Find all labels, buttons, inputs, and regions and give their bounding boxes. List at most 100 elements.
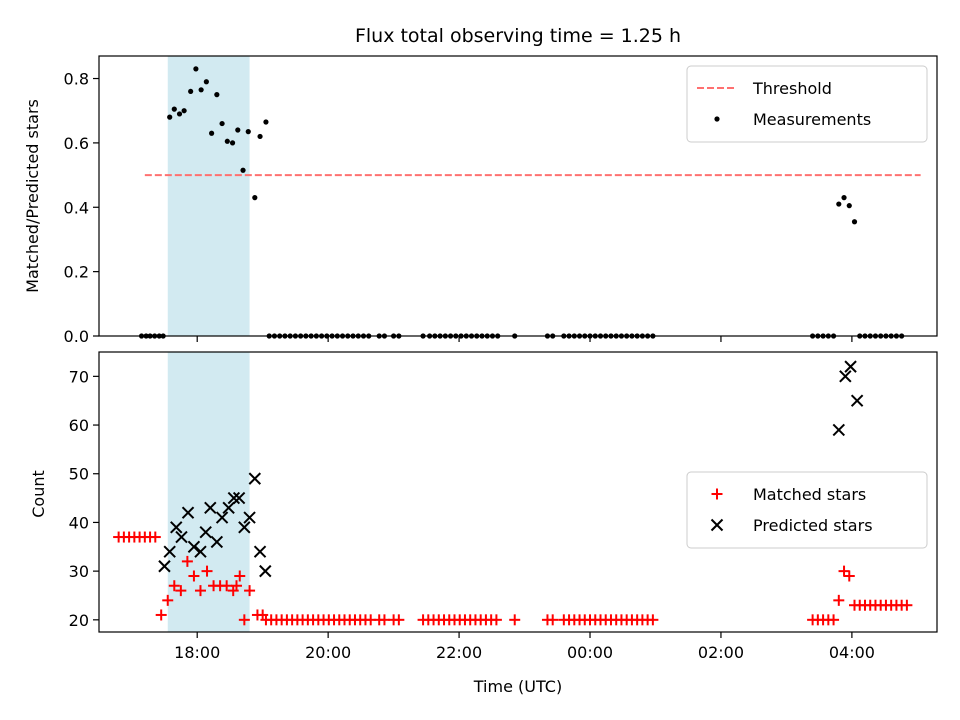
y-axis-label-bottom: Count xyxy=(29,470,48,518)
data-point xyxy=(851,219,858,225)
y-tick-label: 70 xyxy=(69,367,89,386)
x-tick-label: 18:00 xyxy=(174,643,220,662)
data-point xyxy=(253,545,267,558)
legend-label: Matched stars xyxy=(753,485,866,504)
data-point xyxy=(175,530,188,544)
data-point xyxy=(832,423,846,437)
data-point xyxy=(181,506,195,519)
data-point xyxy=(229,140,236,146)
y-axis-label-top: Matched/Predicted stars xyxy=(23,99,42,293)
data-point xyxy=(215,511,229,524)
top-axes-frame xyxy=(98,55,938,337)
data-point xyxy=(245,129,251,135)
data-point xyxy=(509,614,521,626)
bottom-series-2 xyxy=(158,360,864,578)
legend-label: Predicted stars xyxy=(753,516,873,535)
x-tick-label: 02:00 xyxy=(698,643,744,662)
data-point xyxy=(188,570,200,582)
y-tick-label: 50 xyxy=(69,465,89,484)
data-point xyxy=(238,521,251,534)
data-point xyxy=(243,511,256,524)
data-point xyxy=(194,545,207,558)
data-point xyxy=(238,614,250,626)
x-tick-label: 04:00 xyxy=(829,643,875,662)
data-point xyxy=(828,614,840,626)
legend-label: Measurements xyxy=(753,110,871,129)
data-point xyxy=(210,535,224,549)
data-point xyxy=(168,580,180,592)
data-point xyxy=(227,491,241,505)
y-tick-label: 60 xyxy=(69,416,89,435)
data-point xyxy=(194,585,206,597)
data-point xyxy=(235,127,241,133)
data-point xyxy=(844,360,857,373)
chart-title: Flux total observing time = 1.25 h xyxy=(355,25,681,47)
data-point xyxy=(209,130,215,136)
data-point xyxy=(170,521,183,534)
top-series-1 xyxy=(138,66,905,339)
data-point xyxy=(838,565,850,577)
data-point xyxy=(158,560,171,573)
data-point xyxy=(841,195,847,201)
y-tick-label: 20 xyxy=(69,611,89,630)
y-tick-label: 0.8 xyxy=(64,70,89,89)
data-point xyxy=(181,555,193,567)
data-point xyxy=(163,545,176,558)
data-point xyxy=(171,106,177,112)
data-point xyxy=(181,108,187,114)
data-point xyxy=(252,195,258,201)
data-point xyxy=(547,614,559,626)
legend-label: Threshold xyxy=(752,79,832,98)
top-legend: Threshold Measurements xyxy=(686,65,928,143)
data-point xyxy=(193,66,199,72)
data-point xyxy=(393,614,405,626)
data-point xyxy=(230,580,242,592)
data-point xyxy=(259,564,272,578)
data-point xyxy=(901,599,913,611)
data-point xyxy=(234,570,246,582)
data-point xyxy=(839,370,852,383)
legend-swatch xyxy=(711,488,723,500)
data-point xyxy=(224,138,230,144)
x-tick-label: 00:00 xyxy=(567,643,613,662)
data-point xyxy=(490,614,502,626)
bottom-panel: 20 30 40 50 60 70 18:00 20:00 22:00 00:00 02:00 04:… xyxy=(69,351,938,662)
data-point xyxy=(187,540,201,553)
data-point xyxy=(214,92,220,98)
data-point xyxy=(850,394,864,407)
data-point xyxy=(149,531,161,543)
data-point xyxy=(257,133,263,140)
y-tick-label: 40 xyxy=(69,513,89,532)
legend-swatch xyxy=(714,116,720,122)
data-point xyxy=(219,120,225,127)
data-point xyxy=(155,609,167,621)
data-point xyxy=(188,88,194,95)
top-panel: 0.0 0.2 0.4 0.6 0.8 Threshold Measurements xyxy=(64,55,938,346)
y-tick-label: 0.6 xyxy=(64,134,89,153)
data-point xyxy=(175,585,187,597)
x-axis-label: Time (UTC) xyxy=(473,677,562,696)
data-point xyxy=(204,501,217,515)
data-point xyxy=(843,570,855,582)
data-point xyxy=(232,491,246,505)
data-point xyxy=(221,580,233,592)
bottom-legend: Matched stars Predicted stars xyxy=(686,471,928,549)
data-point xyxy=(248,472,262,485)
x-tick-label: 22:00 xyxy=(436,643,482,662)
data-point xyxy=(222,501,235,515)
legend-swatch xyxy=(710,518,724,532)
y-tick-label: 0.4 xyxy=(64,198,89,217)
data-point xyxy=(201,565,213,577)
data-point xyxy=(203,79,209,85)
data-point xyxy=(846,203,852,209)
y-tick-label: 30 xyxy=(69,562,89,581)
y-tick-label: 0.2 xyxy=(64,263,89,282)
data-point xyxy=(647,614,659,626)
data-point xyxy=(244,585,256,597)
x-tick-label: 20:00 xyxy=(305,643,351,662)
bottom-axes-frame xyxy=(98,351,938,633)
legend-frame xyxy=(686,471,928,549)
data-point xyxy=(198,87,204,93)
data-point xyxy=(240,167,246,173)
data-point xyxy=(167,114,173,120)
